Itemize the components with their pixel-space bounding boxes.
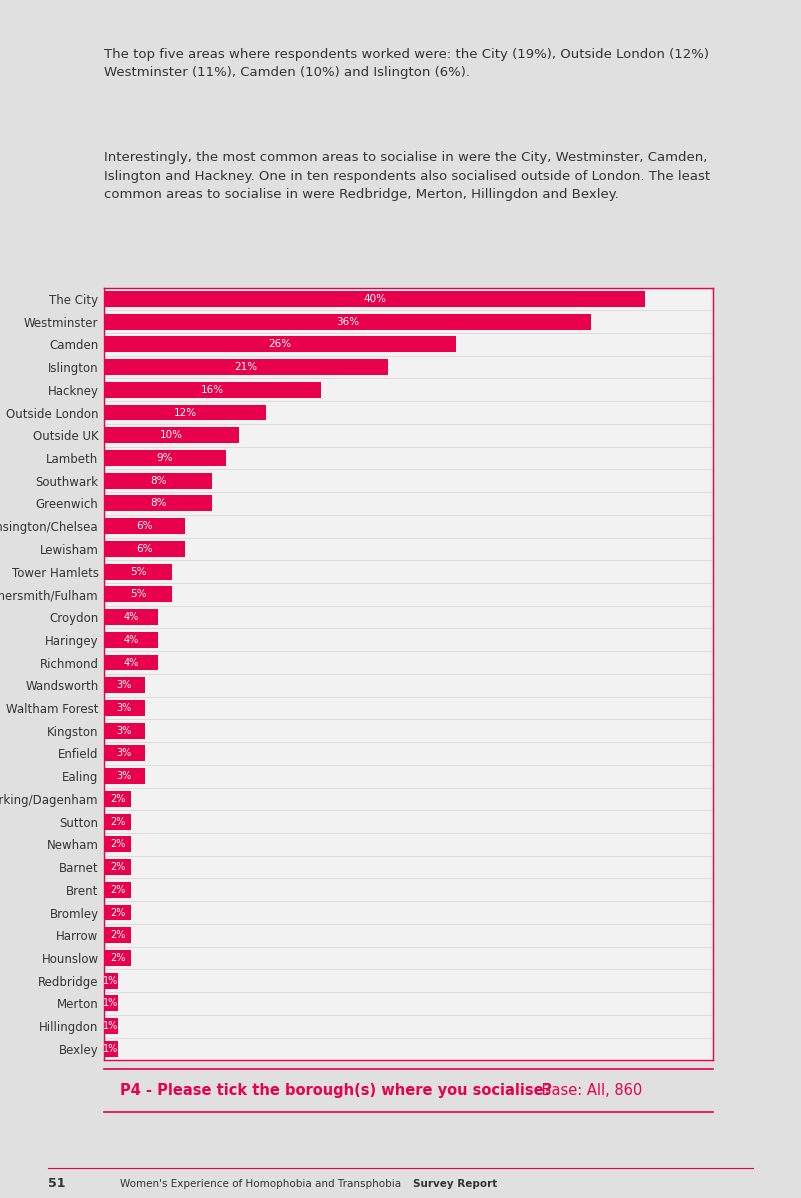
Text: 1%: 1% xyxy=(103,1043,119,1054)
Text: 2%: 2% xyxy=(110,794,125,804)
Bar xyxy=(104,836,131,852)
Text: 6%: 6% xyxy=(136,521,153,531)
Text: 8%: 8% xyxy=(150,476,167,485)
Text: 5%: 5% xyxy=(130,567,147,576)
Text: Base: All, 860: Base: All, 860 xyxy=(537,1083,642,1097)
Text: 3%: 3% xyxy=(117,726,132,736)
Text: 21%: 21% xyxy=(235,362,258,373)
Text: 2%: 2% xyxy=(110,908,125,918)
Text: 3%: 3% xyxy=(117,772,132,781)
Text: 16%: 16% xyxy=(201,385,224,395)
Bar xyxy=(104,996,118,1011)
Bar xyxy=(104,450,226,466)
Bar xyxy=(104,428,239,443)
Bar xyxy=(104,609,159,625)
Bar xyxy=(104,541,185,557)
Text: 2%: 2% xyxy=(110,930,125,940)
Text: Survey Report: Survey Report xyxy=(413,1179,497,1188)
Text: 4%: 4% xyxy=(123,612,139,622)
Bar xyxy=(104,745,145,762)
Text: Women's Experience of Homophobia and Transphobia: Women's Experience of Homophobia and Tra… xyxy=(120,1179,405,1188)
Text: 1%: 1% xyxy=(103,1021,119,1031)
Bar xyxy=(104,405,267,420)
Bar xyxy=(104,382,320,398)
Bar xyxy=(104,496,212,512)
Bar xyxy=(104,1041,118,1057)
Text: 2%: 2% xyxy=(110,817,125,827)
Bar xyxy=(104,927,131,943)
Text: 3%: 3% xyxy=(117,703,132,713)
Text: The top five areas where respondents worked were: the City (19%), Outside London: The top five areas where respondents wor… xyxy=(104,48,709,79)
Bar xyxy=(104,359,388,375)
Text: 2%: 2% xyxy=(110,863,125,872)
Bar xyxy=(104,882,131,897)
Bar xyxy=(104,813,131,829)
Text: 9%: 9% xyxy=(157,453,173,462)
Bar xyxy=(104,1018,118,1034)
Text: 2%: 2% xyxy=(110,952,125,963)
Bar xyxy=(104,314,591,329)
Bar xyxy=(104,973,118,988)
Text: 51: 51 xyxy=(48,1178,66,1190)
Text: 4%: 4% xyxy=(123,635,139,645)
Text: 40%: 40% xyxy=(363,294,386,304)
Bar xyxy=(104,337,456,352)
Text: 2%: 2% xyxy=(110,885,125,895)
Bar xyxy=(104,677,145,694)
Text: 2%: 2% xyxy=(110,840,125,849)
Text: 36%: 36% xyxy=(336,316,359,327)
Bar xyxy=(104,473,212,489)
Text: 3%: 3% xyxy=(117,749,132,758)
Bar xyxy=(104,950,131,966)
Bar xyxy=(104,722,145,739)
Text: 6%: 6% xyxy=(136,544,153,553)
Bar xyxy=(104,791,131,806)
Text: 1%: 1% xyxy=(103,975,119,986)
Bar xyxy=(104,291,646,307)
Bar xyxy=(104,700,145,716)
Bar xyxy=(104,563,171,580)
Text: 3%: 3% xyxy=(117,680,132,690)
Bar xyxy=(104,768,145,785)
Bar xyxy=(104,904,131,920)
Text: 8%: 8% xyxy=(150,498,167,508)
Text: 12%: 12% xyxy=(174,407,197,418)
Bar xyxy=(104,519,185,534)
Text: P4 - Please tick the borough(s) where you socialise?: P4 - Please tick the borough(s) where yo… xyxy=(120,1083,553,1097)
Text: 4%: 4% xyxy=(123,658,139,667)
Bar xyxy=(104,586,171,603)
Bar xyxy=(104,631,159,648)
Bar xyxy=(104,654,159,671)
Text: Interestingly, the most common areas to socialise in were the City, Westminster,: Interestingly, the most common areas to … xyxy=(104,151,710,201)
Text: 26%: 26% xyxy=(268,339,292,350)
Text: 1%: 1% xyxy=(103,998,119,1009)
Text: 5%: 5% xyxy=(130,589,147,599)
Bar xyxy=(104,859,131,875)
Text: 10%: 10% xyxy=(160,430,183,440)
